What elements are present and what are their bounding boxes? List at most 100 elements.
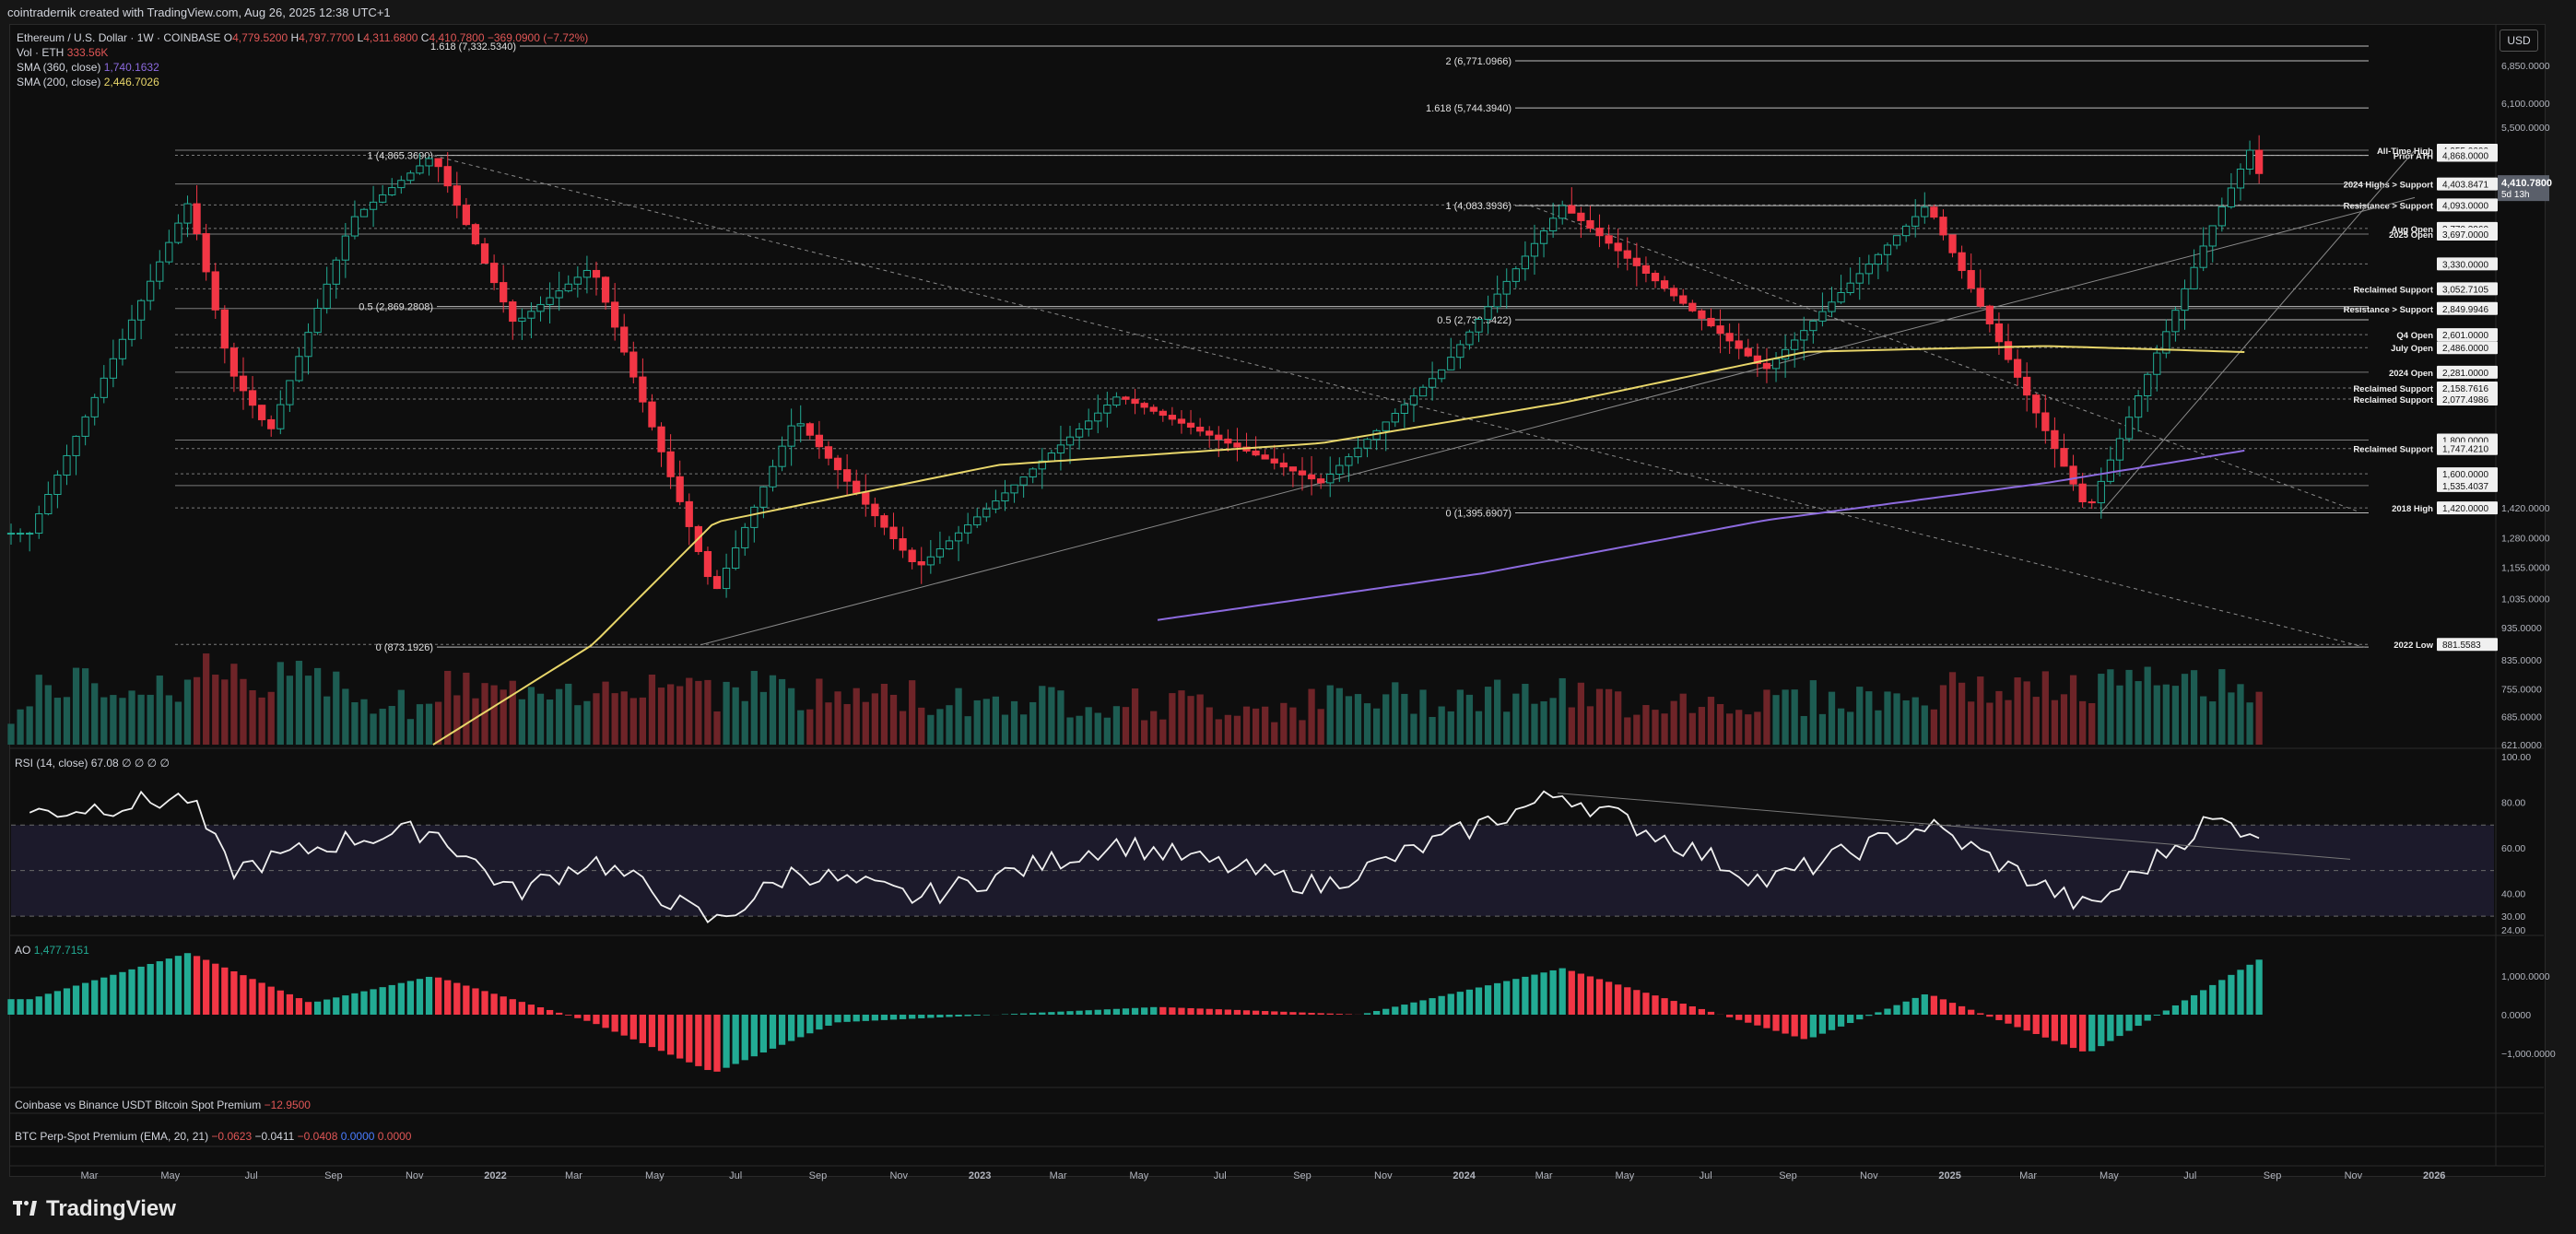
candle[interactable] [1902, 225, 1911, 237]
candle[interactable] [341, 235, 349, 261]
candle[interactable] [2217, 206, 2226, 227]
candle[interactable] [1976, 288, 1984, 307]
candle[interactable] [1735, 340, 1743, 349]
candle[interactable] [2227, 187, 2236, 207]
candle[interactable] [1224, 438, 1232, 444]
candle[interactable] [1465, 331, 1474, 346]
candle[interactable] [759, 486, 768, 508]
candle[interactable] [2153, 352, 2161, 375]
candle[interactable] [778, 445, 786, 467]
candle[interactable] [1921, 206, 1929, 217]
candle[interactable] [26, 533, 34, 535]
candle[interactable] [527, 311, 535, 319]
candle[interactable] [1298, 470, 1307, 476]
candle[interactable] [629, 351, 638, 378]
candle[interactable] [1010, 484, 1018, 494]
candle[interactable] [183, 203, 192, 224]
candle[interactable] [258, 405, 266, 420]
candle[interactable] [1716, 325, 1724, 335]
candle[interactable] [2162, 331, 2170, 354]
candle[interactable] [90, 396, 99, 417]
candle[interactable] [833, 457, 842, 471]
candle[interactable] [1679, 295, 1688, 304]
candle[interactable] [582, 269, 592, 278]
candle[interactable] [44, 493, 53, 515]
candle[interactable] [1632, 257, 1641, 266]
candle[interactable] [35, 513, 43, 535]
candle[interactable] [1112, 396, 1121, 406]
candle[interactable] [425, 158, 433, 167]
candle[interactable] [1762, 362, 1771, 370]
candle[interactable] [202, 233, 210, 273]
candle[interactable] [1511, 268, 1520, 282]
candle[interactable] [555, 290, 563, 299]
candle[interactable] [369, 201, 378, 210]
candle[interactable] [1493, 293, 1501, 308]
candle[interactable] [1530, 242, 1539, 257]
candle[interactable] [1994, 323, 2004, 343]
candle[interactable] [220, 309, 229, 349]
candle[interactable] [2106, 459, 2115, 482]
candle[interactable] [2171, 310, 2180, 333]
symbol-legend[interactable]: Ethereum / U.S. Dollar · 1W · COINBASE O… [17, 31, 588, 44]
candle[interactable] [750, 506, 759, 528]
candle[interactable] [1001, 492, 1009, 502]
candle[interactable] [109, 358, 117, 379]
volume-legend[interactable]: Vol · ETH 333.56K [17, 46, 109, 59]
candle[interactable] [388, 187, 396, 195]
candle[interactable] [118, 338, 127, 359]
candle[interactable] [787, 425, 795, 447]
perp-premium-legend[interactable]: BTC Perp-Spot Premium (EMA, 20, 21) −0.0… [15, 1130, 412, 1143]
candle[interactable] [1233, 442, 1241, 448]
candle[interactable] [174, 222, 182, 243]
candle[interactable] [462, 205, 471, 226]
candle[interactable] [2245, 149, 2254, 170]
candle[interactable] [964, 524, 972, 534]
candle[interactable] [1038, 460, 1046, 470]
candle[interactable] [1186, 422, 1195, 429]
candle[interactable] [601, 276, 610, 303]
candle[interactable] [824, 446, 833, 459]
candle[interactable] [1744, 347, 1752, 357]
candle[interactable] [480, 243, 489, 264]
candle[interactable] [1418, 386, 1428, 397]
candle[interactable] [1391, 413, 1399, 423]
candle[interactable] [1270, 458, 1278, 464]
candle[interactable] [1800, 330, 1808, 341]
candle[interactable] [2041, 412, 2050, 431]
candle[interactable] [2255, 149, 2264, 174]
candle[interactable] [2060, 448, 2068, 467]
candle[interactable] [908, 549, 916, 563]
candle[interactable] [1335, 464, 1344, 475]
candle[interactable] [657, 426, 665, 452]
candle[interactable] [2236, 168, 2245, 189]
candle[interactable] [63, 454, 71, 476]
candle[interactable] [1085, 420, 1093, 430]
candle[interactable] [1307, 474, 1316, 480]
candle[interactable] [1409, 395, 1418, 405]
candle[interactable] [1967, 270, 1975, 289]
candle[interactable] [1725, 333, 1734, 342]
candle[interactable] [1252, 450, 1260, 456]
candle[interactable] [2144, 373, 2152, 396]
candle[interactable] [1075, 429, 1084, 438]
candle[interactable] [806, 423, 814, 436]
candle[interactable] [592, 269, 601, 278]
candle[interactable] [500, 282, 508, 303]
candle[interactable] [416, 165, 424, 174]
candle[interactable] [1809, 320, 1817, 332]
tradingview-logo[interactable]: TradingView [13, 1196, 176, 1222]
candle[interactable] [945, 540, 954, 550]
candle[interactable] [1215, 434, 1223, 440]
sma360-legend[interactable]: SMA (360, close) 1,740.1632 [17, 61, 159, 74]
candle[interactable] [815, 434, 824, 448]
premium-legend[interactable]: Coinbase vs Binance USDT Bitcoin Spot Pr… [15, 1099, 311, 1111]
candle[interactable] [685, 500, 693, 527]
candle[interactable] [379, 194, 387, 203]
candle[interactable] [1771, 358, 1781, 370]
candle[interactable] [2069, 465, 2077, 485]
candle[interactable] [127, 319, 136, 340]
candle[interactable] [935, 548, 945, 558]
candle[interactable] [1056, 444, 1065, 454]
candle[interactable] [1047, 452, 1055, 462]
